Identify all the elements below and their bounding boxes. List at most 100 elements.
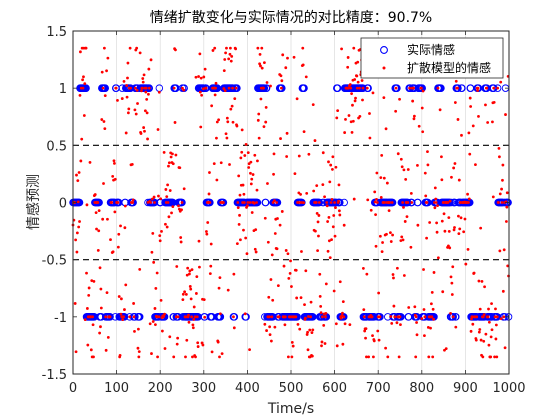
model-point bbox=[76, 200, 80, 204]
model-point bbox=[325, 201, 329, 204]
model-point bbox=[169, 155, 173, 159]
model-point bbox=[145, 111, 149, 115]
model-point bbox=[436, 256, 440, 260]
model-point bbox=[335, 116, 339, 120]
model-point bbox=[486, 315, 490, 319]
model-point bbox=[459, 216, 463, 220]
model-point bbox=[125, 95, 129, 99]
model-point bbox=[76, 179, 80, 183]
model-point bbox=[474, 338, 478, 342]
model-point bbox=[289, 259, 292, 263]
model-point bbox=[499, 317, 503, 321]
model-point bbox=[380, 153, 384, 157]
model-point bbox=[399, 157, 403, 161]
model-point bbox=[348, 83, 352, 86]
model-point bbox=[157, 315, 161, 319]
model-point bbox=[308, 328, 312, 332]
model-point bbox=[137, 327, 140, 331]
y-tick-label: -0.5 bbox=[42, 254, 67, 269]
model-point bbox=[262, 125, 266, 129]
model-point bbox=[299, 193, 302, 196]
model-point bbox=[208, 171, 211, 174]
model-point bbox=[94, 211, 98, 215]
model-point bbox=[366, 198, 370, 202]
model-point bbox=[127, 107, 131, 111]
legend-marker-actual bbox=[380, 46, 388, 54]
model-point bbox=[153, 307, 157, 310]
model-point bbox=[220, 352, 224, 356]
model-point bbox=[329, 163, 333, 167]
model-point bbox=[254, 228, 258, 232]
model-point bbox=[422, 268, 425, 271]
model-point bbox=[219, 161, 223, 165]
model-point bbox=[217, 118, 221, 122]
model-point bbox=[73, 302, 77, 305]
model-point bbox=[447, 216, 451, 219]
model-point bbox=[314, 201, 318, 204]
model-point bbox=[144, 86, 148, 90]
model-point bbox=[364, 336, 367, 340]
model-point bbox=[286, 252, 290, 256]
model-point bbox=[248, 348, 251, 352]
model-point bbox=[336, 109, 340, 113]
model-point bbox=[255, 201, 258, 204]
model-point bbox=[324, 315, 327, 319]
model-point bbox=[334, 322, 338, 326]
model-point bbox=[317, 201, 321, 204]
model-point bbox=[496, 86, 500, 90]
model-point bbox=[458, 227, 462, 231]
model-point bbox=[495, 315, 499, 319]
model-point bbox=[238, 193, 242, 197]
model-point bbox=[426, 325, 430, 329]
model-point bbox=[405, 215, 409, 219]
model-point bbox=[194, 75, 198, 79]
model-point bbox=[423, 171, 427, 175]
model-point bbox=[355, 74, 359, 78]
model-point bbox=[409, 245, 413, 249]
model-point bbox=[136, 346, 140, 350]
model-point bbox=[442, 212, 446, 216]
model-point bbox=[227, 86, 231, 90]
model-point bbox=[79, 50, 82, 54]
model-point bbox=[112, 159, 116, 163]
model-point bbox=[269, 339, 273, 343]
model-point bbox=[402, 168, 406, 172]
model-point bbox=[213, 46, 217, 50]
model-point bbox=[270, 315, 274, 319]
model-point bbox=[480, 279, 484, 283]
model-point bbox=[114, 86, 118, 90]
model-point bbox=[249, 182, 253, 186]
actual-point bbox=[178, 198, 186, 207]
series-model bbox=[71, 46, 510, 359]
model-point bbox=[301, 63, 305, 67]
model-point bbox=[90, 279, 94, 283]
model-point bbox=[453, 162, 457, 165]
model-point bbox=[506, 264, 510, 268]
model-point bbox=[130, 163, 134, 166]
model-point bbox=[298, 327, 302, 331]
model-point bbox=[330, 197, 334, 201]
model-point bbox=[124, 131, 128, 135]
model-point bbox=[239, 238, 242, 242]
model-point bbox=[232, 315, 235, 319]
model-point bbox=[188, 269, 192, 273]
model-point bbox=[355, 86, 359, 90]
model-point bbox=[210, 350, 214, 354]
model-point bbox=[185, 338, 189, 342]
model-point bbox=[338, 209, 341, 213]
model-point bbox=[160, 230, 163, 233]
model-point bbox=[443, 229, 447, 233]
model-point bbox=[120, 297, 123, 301]
model-point bbox=[296, 322, 300, 326]
model-point bbox=[238, 213, 241, 217]
model-point bbox=[321, 151, 325, 155]
model-point bbox=[505, 191, 509, 195]
model-point bbox=[494, 307, 497, 311]
model-point bbox=[247, 166, 251, 169]
model-point bbox=[86, 343, 90, 347]
model-point bbox=[441, 290, 445, 294]
model-point bbox=[226, 288, 230, 292]
model-point bbox=[290, 285, 293, 288]
model-point bbox=[209, 242, 213, 246]
model-point bbox=[309, 315, 313, 319]
